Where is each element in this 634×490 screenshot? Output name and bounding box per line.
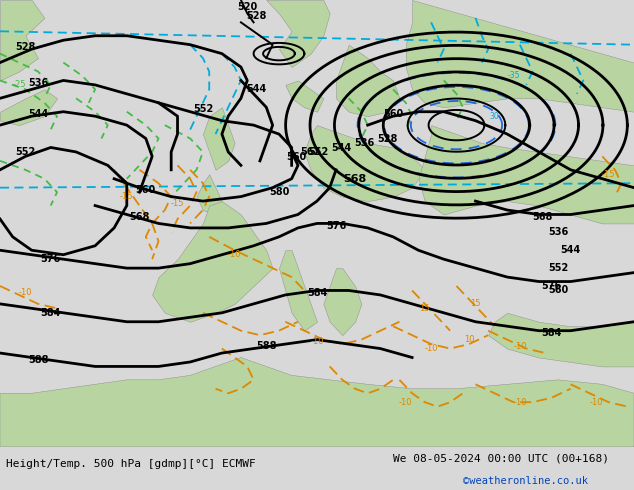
Text: 10: 10: [464, 335, 474, 344]
Text: 584: 584: [307, 288, 327, 298]
Text: 560: 560: [136, 185, 156, 195]
Text: We 08-05-2024 00:00 UTC (00+168): We 08-05-2024 00:00 UTC (00+168): [393, 454, 609, 464]
Text: 544: 544: [247, 84, 267, 95]
Text: 544: 544: [332, 143, 352, 153]
Text: -15: -15: [171, 199, 184, 208]
Text: 15: 15: [420, 304, 430, 313]
Text: 536: 536: [354, 138, 375, 148]
Text: 552: 552: [15, 147, 36, 157]
Text: 584: 584: [541, 328, 562, 338]
Text: ©weatheronline.co.uk: ©weatheronline.co.uk: [463, 475, 588, 486]
Text: Height/Temp. 500 hPa [gdmp][°C] ECMWF: Height/Temp. 500 hPa [gdmp][°C] ECMWF: [6, 459, 256, 469]
Text: 30: 30: [489, 112, 500, 121]
Text: -25: -25: [12, 80, 26, 89]
Text: 588: 588: [256, 342, 276, 351]
Text: -15: -15: [120, 192, 134, 201]
Text: 576: 576: [41, 254, 61, 264]
Text: 560: 560: [383, 109, 403, 119]
Text: -10: -10: [513, 398, 527, 407]
Text: 568: 568: [129, 212, 150, 222]
Text: 528: 528: [247, 11, 267, 21]
Text: 576: 576: [541, 281, 562, 291]
Text: 520: 520: [237, 1, 257, 12]
Text: 528: 528: [377, 134, 398, 144]
Text: 568: 568: [532, 212, 552, 222]
Text: 528: 528: [15, 42, 36, 52]
Text: 544: 544: [28, 109, 48, 119]
Text: 568: 568: [344, 174, 366, 184]
Text: -10: -10: [513, 342, 527, 351]
Text: 15: 15: [470, 299, 481, 308]
Text: 584: 584: [41, 308, 61, 318]
Text: -10: -10: [589, 398, 603, 407]
Text: 544: 544: [560, 245, 581, 255]
Text: 560: 560: [286, 152, 306, 162]
Text: 560: 560: [548, 286, 568, 295]
Text: 552: 552: [309, 147, 329, 157]
Text: 580: 580: [269, 187, 289, 197]
Text: 552: 552: [193, 104, 213, 115]
Text: -10: -10: [228, 250, 242, 259]
Text: -15: -15: [602, 170, 616, 179]
Text: -10: -10: [424, 344, 438, 353]
Text: 588: 588: [28, 355, 48, 365]
Text: 562: 562: [301, 147, 321, 157]
Text: -10: -10: [310, 337, 324, 346]
Text: 536: 536: [548, 227, 568, 237]
Text: -10: -10: [399, 398, 413, 407]
Text: 536: 536: [28, 78, 48, 88]
Text: 552: 552: [548, 263, 568, 273]
Text: -10: -10: [18, 288, 32, 297]
Text: 576: 576: [326, 220, 346, 231]
Text: -35: -35: [507, 72, 520, 80]
